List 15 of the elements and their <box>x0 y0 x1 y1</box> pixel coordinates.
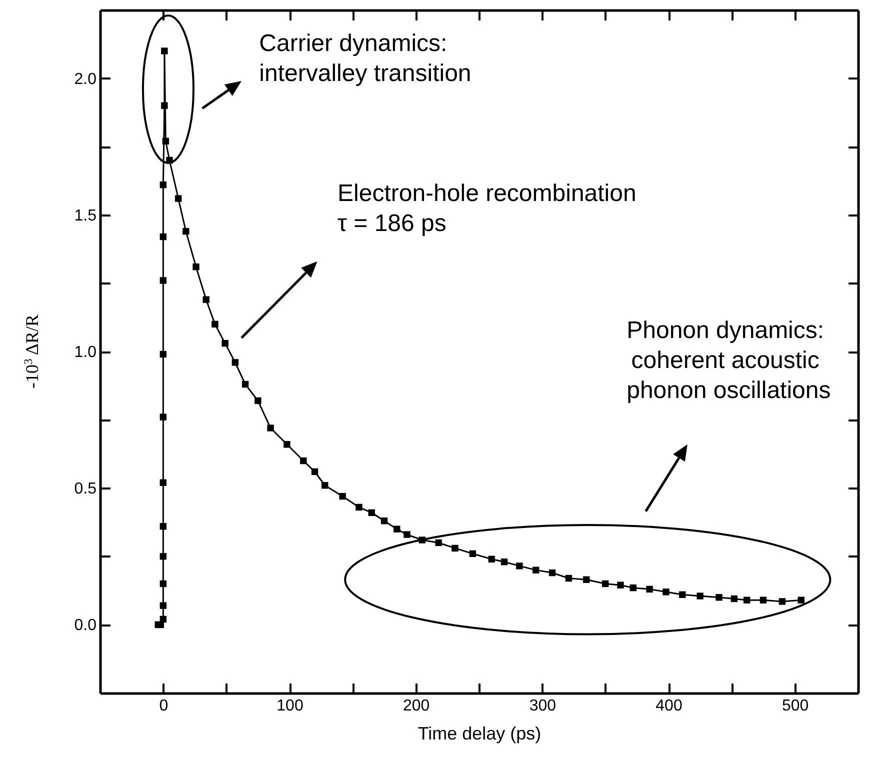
x-tick-label: 100 <box>276 698 304 714</box>
x-tick-label: 300 <box>529 698 556 714</box>
y-tick-label: 1.0 <box>74 344 97 361</box>
annotation: Electron-hole recombination τ = 186 ps <box>338 180 636 238</box>
y-tick-label: 0.5 <box>74 480 97 498</box>
y-tick-label: 1.5 <box>74 207 97 224</box>
y-tick-label: 0.0 <box>74 617 97 634</box>
x-tick-label: 500 <box>782 698 809 714</box>
annotation: Phonon dynamics: coherent acoustic phonon oscillations <box>620 316 831 404</box>
y-tick-label: 2.0 <box>74 70 97 88</box>
x-tick-label: 200 <box>402 698 430 714</box>
annotation: Carrier dynamics: intervalley transition <box>259 30 472 87</box>
x-tick-label: 400 <box>656 698 682 714</box>
x-axis-title: Time delay (ps) <box>418 724 542 744</box>
x-tick-label: 0 <box>159 698 168 714</box>
